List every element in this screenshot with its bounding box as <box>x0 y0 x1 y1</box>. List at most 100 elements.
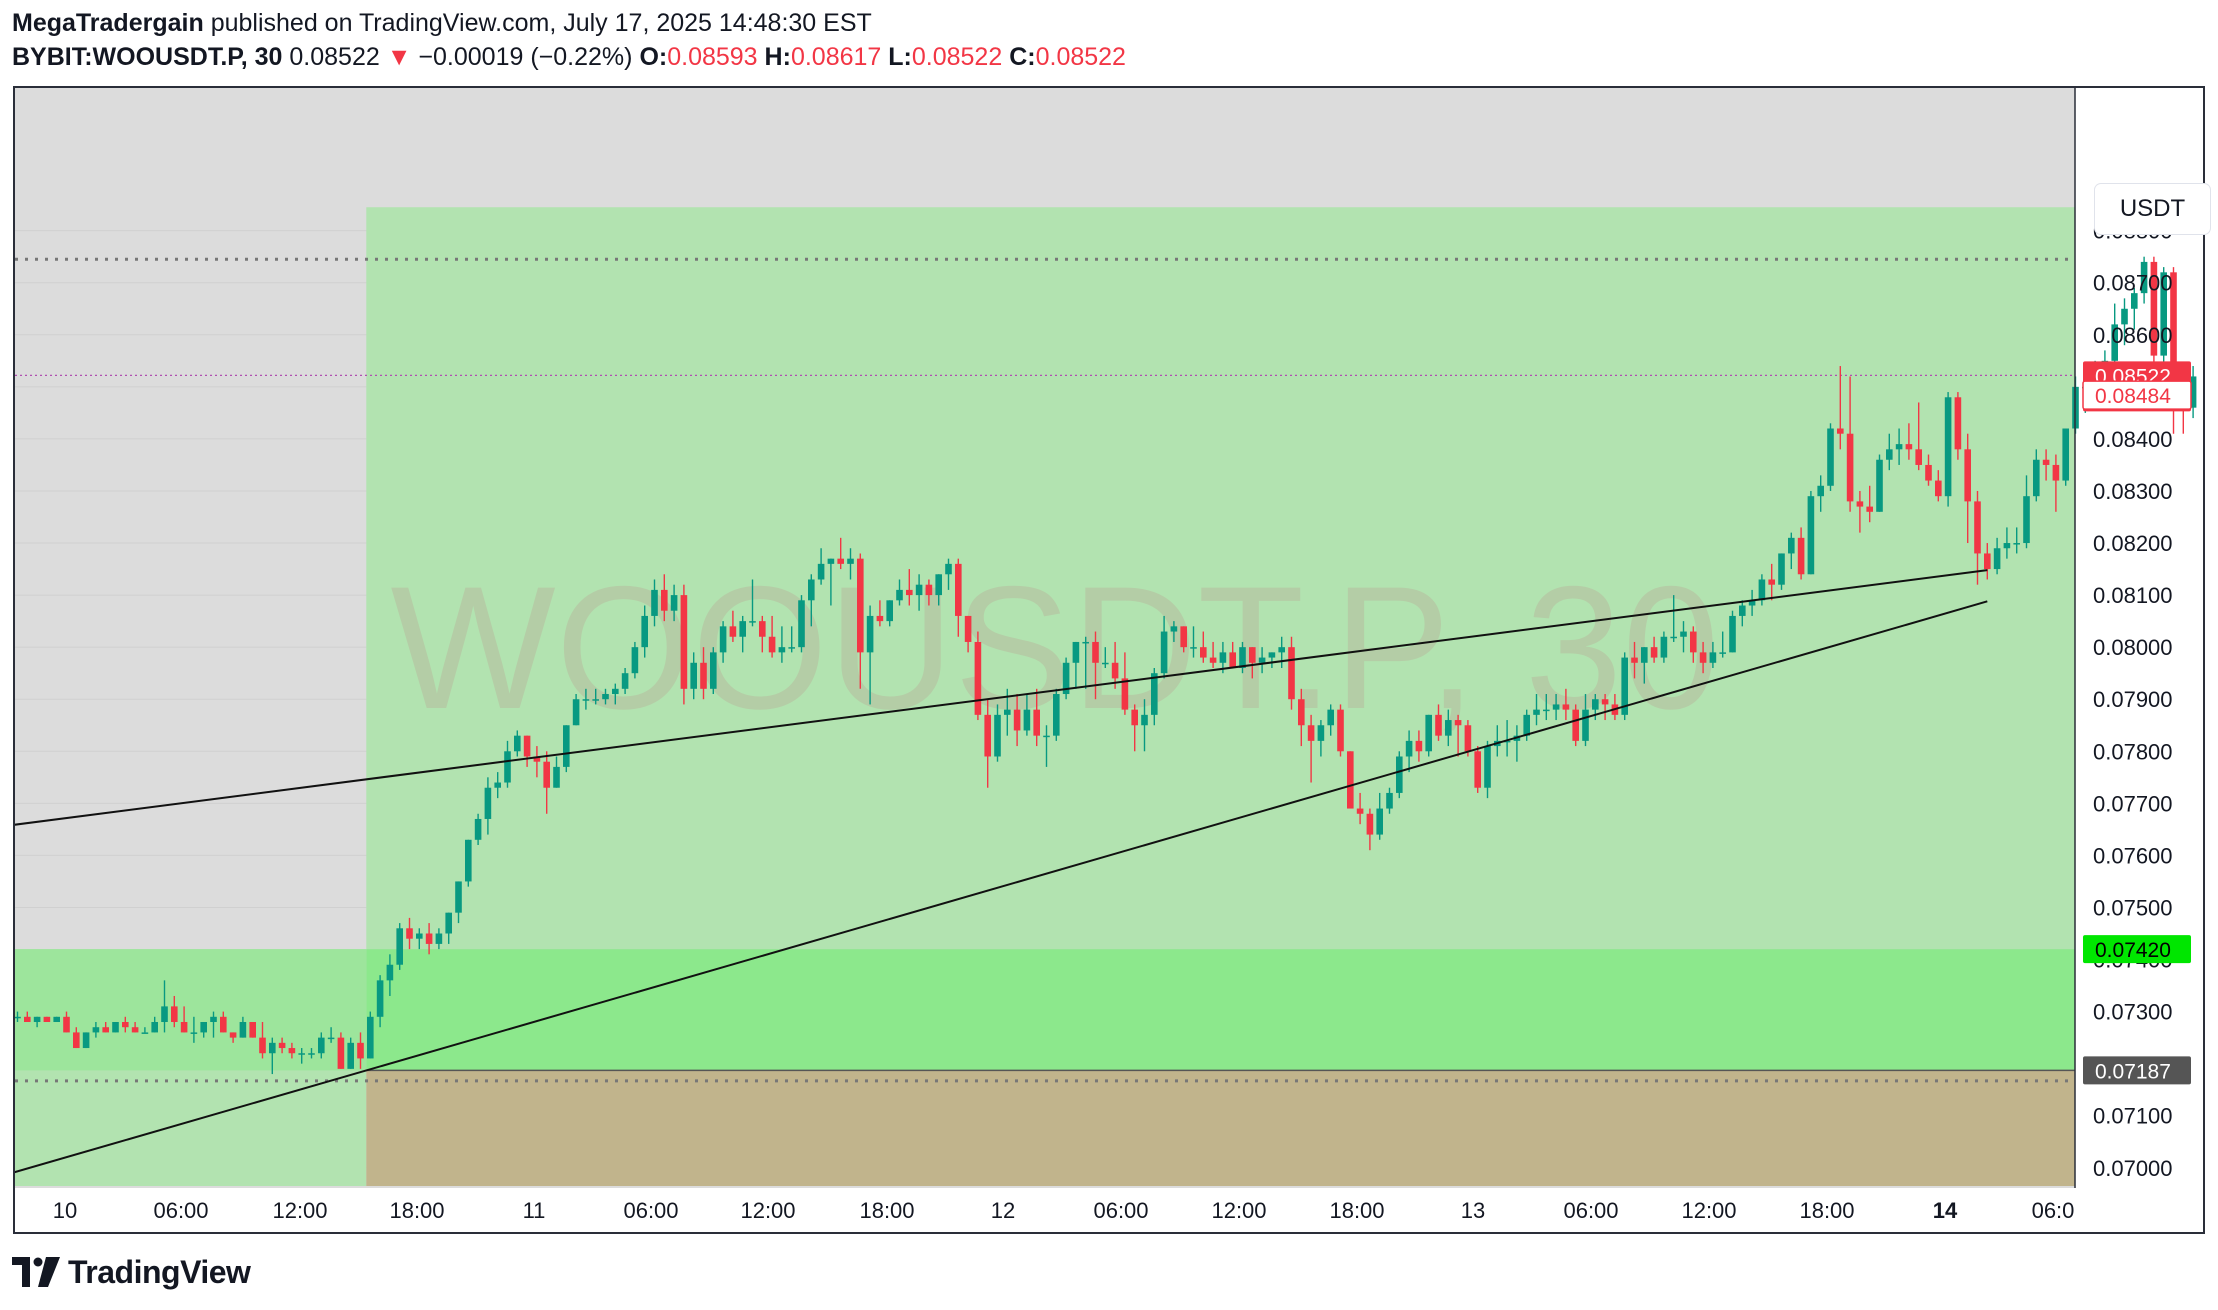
x-tick-label: 18:00 <box>859 1198 914 1223</box>
x-tick-label: 06:00 <box>623 1198 678 1223</box>
candle <box>1200 647 1207 658</box>
candle <box>523 735 531 757</box>
candle <box>1278 647 1285 653</box>
candle <box>680 595 688 689</box>
candle <box>1690 631 1697 653</box>
candle <box>631 647 639 674</box>
y-tick-label: 0.08600 <box>2093 323 2173 348</box>
x-tick-label: 06:0 <box>2032 1198 2075 1223</box>
candle <box>719 626 727 653</box>
candle <box>896 589 903 601</box>
candle <box>866 615 874 653</box>
x-tick-label: 13 <box>1461 1198 1485 1223</box>
candle <box>1386 792 1393 809</box>
candle <box>1523 714 1530 736</box>
candle <box>24 1016 31 1023</box>
candle <box>1258 657 1266 663</box>
tradingview-logo-icon <box>12 1257 60 1287</box>
candle <box>1180 626 1187 648</box>
candle <box>1043 735 1050 738</box>
candle <box>337 1037 345 1069</box>
candle <box>1856 501 1864 507</box>
candle <box>1827 428 1834 486</box>
chart-frame[interactable]: WOOUSDT.P, 300.088000.087000.086000.0850… <box>13 86 2210 1234</box>
candle <box>416 933 423 939</box>
candle <box>63 1016 70 1033</box>
entry-zone <box>366 949 2075 1071</box>
candle <box>563 725 570 767</box>
candle <box>808 579 815 601</box>
candle <box>229 1032 237 1038</box>
candle <box>1239 647 1246 668</box>
candle <box>543 761 550 788</box>
candle <box>2170 272 2177 377</box>
candle <box>308 1053 315 1055</box>
candle <box>729 626 737 637</box>
publisher-name[interactable]: MegaTradergain <box>12 9 204 37</box>
candle <box>837 558 844 564</box>
tradingview-brand[interactable]: TradingView <box>68 1253 251 1290</box>
candle <box>827 558 835 564</box>
candle <box>1631 657 1638 663</box>
candle <box>1298 699 1305 726</box>
candle <box>141 1032 149 1034</box>
x-tick-label: 06:00 <box>1563 1198 1618 1223</box>
candle <box>1454 720 1462 726</box>
candle <box>1641 647 1648 663</box>
candle <box>465 839 472 882</box>
candle <box>1190 647 1197 649</box>
candle <box>1984 553 1991 570</box>
candle <box>1053 694 1060 736</box>
candle <box>1886 449 1893 460</box>
candle <box>2033 459 2040 497</box>
candle <box>2052 464 2060 481</box>
candle <box>122 1022 129 1028</box>
price-chart[interactable]: WOOUSDT.P, 300.088000.087000.086000.0850… <box>15 88 2203 1232</box>
currency-unit-button[interactable]: USDT <box>2095 184 2210 234</box>
candle <box>1249 647 1256 663</box>
candle <box>1748 600 1756 606</box>
candle <box>43 1016 51 1023</box>
candle <box>1797 537 1805 575</box>
candle <box>435 933 443 944</box>
candle <box>376 980 384 1017</box>
candle <box>1102 662 1109 665</box>
candle <box>1719 652 1726 654</box>
candle <box>200 1022 207 1033</box>
candle <box>1317 725 1325 741</box>
trendline <box>15 600 1988 1174</box>
candle <box>994 714 1001 757</box>
candle <box>1768 579 1775 585</box>
candle <box>1601 699 1609 705</box>
candle <box>2140 261 2148 294</box>
publisher-line: MegaTradergain published on TradingView.… <box>12 6 2202 40</box>
candle <box>1562 704 1570 710</box>
prev-price-badge <box>2082 380 2192 410</box>
candle <box>1141 714 1148 726</box>
candle <box>1219 652 1227 663</box>
candle <box>494 782 501 788</box>
down-arrow-icon: ▼ <box>386 43 412 71</box>
candle <box>1445 720 1452 736</box>
candle <box>925 584 933 596</box>
candle <box>582 699 590 701</box>
candle <box>357 1042 364 1059</box>
candle <box>2003 543 2011 549</box>
candle <box>1846 433 1854 502</box>
price-change: −0.00019 (−0.22%) <box>418 43 633 71</box>
x-tick-label: 18:00 <box>1799 1198 1854 1223</box>
close-label: C: <box>1009 43 1036 71</box>
entry-price-badge <box>2083 935 2191 964</box>
candle <box>1013 709 1021 731</box>
candle <box>1170 626 1178 632</box>
candle <box>1876 459 1883 512</box>
candle <box>759 621 766 637</box>
candle <box>955 563 962 616</box>
price-axis-background <box>2075 88 2203 1232</box>
candle <box>1944 397 1952 497</box>
candle <box>406 928 413 939</box>
y-tick-label: 0.07800 <box>2093 739 2173 764</box>
candle <box>915 584 923 596</box>
high-value: 0.08617 <box>790 43 882 71</box>
candle <box>533 756 541 762</box>
